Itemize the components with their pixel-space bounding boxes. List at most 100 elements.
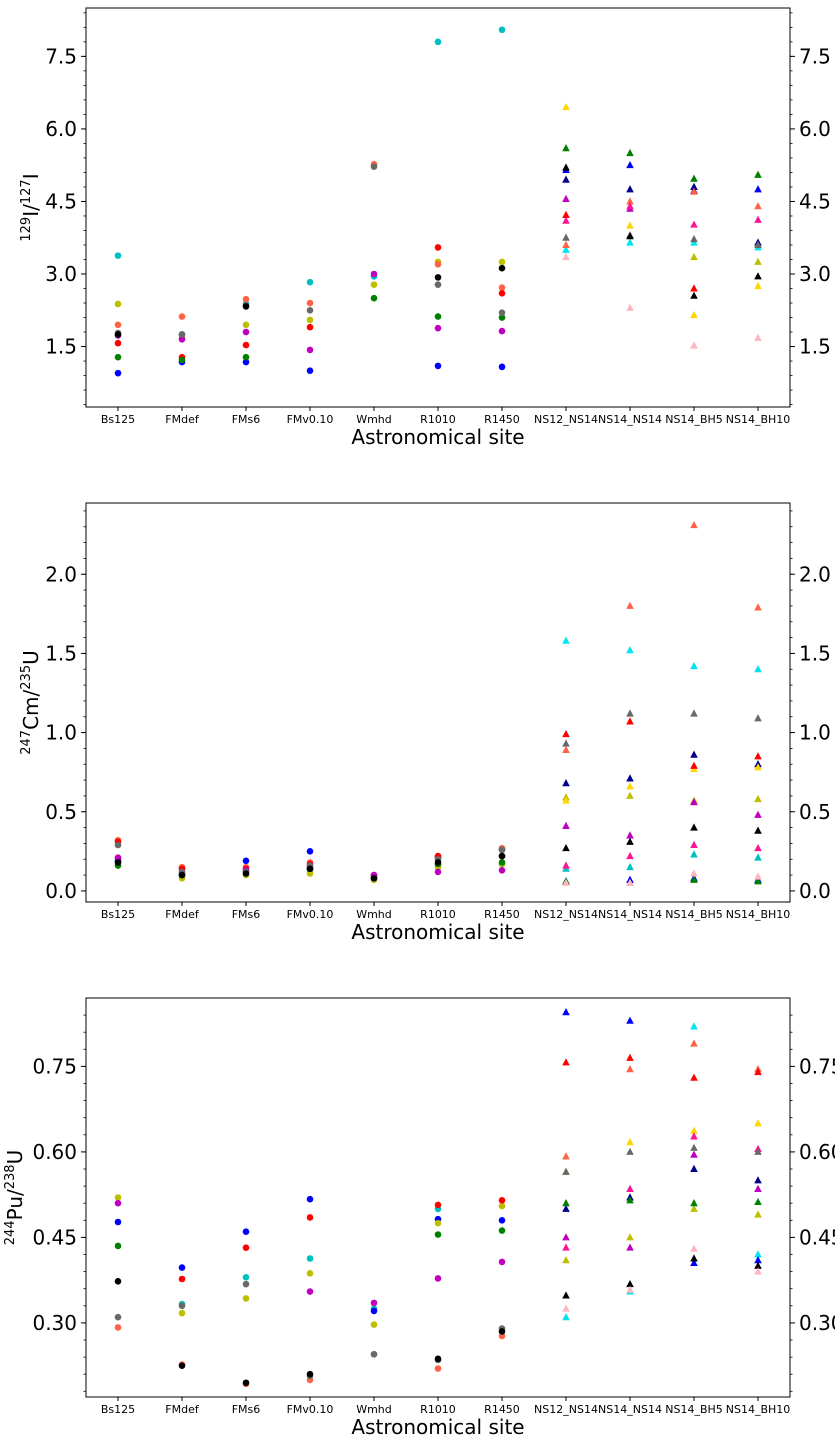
- data-point-triangle: [690, 1073, 698, 1081]
- y-axis-label: 244Pu/238U: [3, 1150, 27, 1245]
- data-point-triangle: [562, 210, 570, 218]
- data-point-triangle: [754, 1267, 762, 1275]
- data-point-circle: [434, 868, 442, 876]
- data-point-triangle: [690, 850, 698, 858]
- x-tick-label: NS14_BH5: [665, 908, 723, 921]
- data-point-triangle: [626, 185, 634, 193]
- data-point-triangle: [754, 665, 762, 673]
- data-point-circle: [434, 244, 442, 251]
- data-point-circle: [370, 1321, 378, 1328]
- data-point-circle: [114, 854, 122, 861]
- data-point-triangle: [562, 1199, 570, 1207]
- data-point-circle: [178, 1275, 186, 1283]
- data-point-triangle: [690, 341, 698, 349]
- data-point-triangle: [690, 187, 698, 195]
- y-tick-label-left: 0.5: [45, 800, 77, 824]
- data-point-triangle: [690, 709, 698, 717]
- x-tick-label: FMdef: [165, 1403, 200, 1416]
- data-point-triangle: [754, 810, 762, 818]
- x-tick-label: NS14_BH5: [665, 413, 723, 426]
- y-tick-label-left: 0.0: [45, 879, 77, 903]
- data-point-triangle: [562, 240, 570, 248]
- y-tick-label-right: 0.75: [799, 1054, 835, 1078]
- data-point-triangle: [754, 202, 762, 210]
- y-tick-label-left: 6.0: [45, 117, 77, 141]
- data-point-circle: [498, 1202, 506, 1210]
- data-point-circle: [242, 295, 250, 303]
- y-tick-label-right: 0.60: [799, 1140, 835, 1164]
- data-point-circle: [498, 846, 506, 854]
- data-point-triangle: [626, 221, 634, 229]
- data-point-triangle: [562, 1233, 570, 1241]
- x-tick-label: Wmhd: [356, 413, 392, 426]
- data-point-triangle: [562, 245, 570, 253]
- data-point-triangle: [690, 798, 698, 806]
- x-tick-label: Wmhd: [356, 1403, 392, 1416]
- y-tick-label-right: 0.0: [799, 879, 831, 903]
- data-point-triangle: [690, 1132, 698, 1140]
- data-point-circle: [498, 867, 506, 874]
- data-point-triangle: [562, 796, 570, 804]
- data-point-circle: [306, 346, 314, 354]
- data-point-triangle: [754, 877, 762, 885]
- y-tick-label-right: 1.0: [799, 721, 831, 745]
- data-point-circle: [114, 353, 122, 361]
- x-tick-label: NS14_BH5: [665, 1403, 723, 1416]
- data-point-triangle: [562, 739, 570, 747]
- data-point-triangle: [690, 291, 698, 299]
- x-tick-label: NS14_BH10: [726, 908, 791, 921]
- data-point-triangle: [562, 843, 570, 852]
- y-axis-label: 129I/127I: [19, 173, 43, 241]
- chart-panel-1: 1.5 1.5 3.0 3.0 4.5 4.5 6.0 6.0 7.5 7.5 Bs125 FMdef…: [19, 7, 831, 449]
- y-tick-label-right: 7.5: [799, 44, 831, 68]
- data-point-circle: [498, 1328, 506, 1335]
- data-point-triangle: [754, 603, 762, 611]
- data-point-triangle: [754, 794, 762, 803]
- data-point-triangle: [754, 1176, 762, 1184]
- data-point-triangle: [754, 1147, 762, 1155]
- data-point-triangle: [690, 1164, 698, 1172]
- data-point-triangle: [562, 1256, 570, 1264]
- data-point-triangle: [626, 1196, 634, 1204]
- data-point-triangle: [690, 310, 698, 319]
- plot-frame: [85, 997, 791, 1398]
- data-point-circle: [306, 1255, 314, 1262]
- data-point-circle: [114, 1277, 122, 1285]
- data-point-circle: [242, 1280, 250, 1288]
- data-point-triangle: [690, 1258, 698, 1267]
- data-point-triangle: [754, 1197, 762, 1206]
- data-point-circle: [370, 1307, 378, 1315]
- x-tick-label: NS14_BH10: [726, 413, 791, 426]
- y-tick-label-left: 1.5: [45, 335, 77, 359]
- data-point-triangle: [690, 182, 698, 190]
- data-point-triangle: [626, 1138, 634, 1146]
- chart-panel-2: 0.0 0.0 0.5 0.5 1.0 1.0 1.5 1.5 2.0 2.0 Bs125 FMdef…: [19, 502, 831, 944]
- data-point-triangle: [690, 284, 698, 292]
- data-point-triangle: [562, 779, 570, 787]
- data-point-circle: [306, 848, 314, 855]
- data-point-triangle: [562, 1304, 570, 1312]
- data-point-triangle: [626, 232, 634, 240]
- data-point-circle: [306, 1288, 314, 1295]
- data-point-triangle: [562, 1313, 570, 1321]
- data-point-triangle: [754, 240, 762, 248]
- data-point-triangle: [562, 745, 570, 753]
- data-point-triangle: [626, 160, 634, 169]
- data-point-triangle: [690, 840, 698, 848]
- data-point-triangle: [562, 216, 570, 224]
- data-point-circle: [178, 1264, 186, 1271]
- y-tick-label-left: 7.5: [45, 44, 77, 68]
- data-point-triangle: [626, 837, 634, 845]
- data-point-circle: [114, 369, 122, 377]
- data-point-triangle: [690, 875, 698, 883]
- data-point-triangle: [626, 831, 634, 839]
- data-point-circle: [306, 323, 314, 331]
- y-axis-label-part: Cm: [19, 696, 43, 729]
- data-point-circle: [242, 1295, 250, 1302]
- y-tick-label-left: 2.0: [45, 562, 77, 586]
- plot-frame: [85, 7, 791, 408]
- data-point-triangle: [626, 791, 634, 799]
- y-tick-label-left: 1.5: [45, 641, 77, 665]
- data-point-circle: [498, 314, 506, 321]
- data-point-triangle: [562, 636, 570, 644]
